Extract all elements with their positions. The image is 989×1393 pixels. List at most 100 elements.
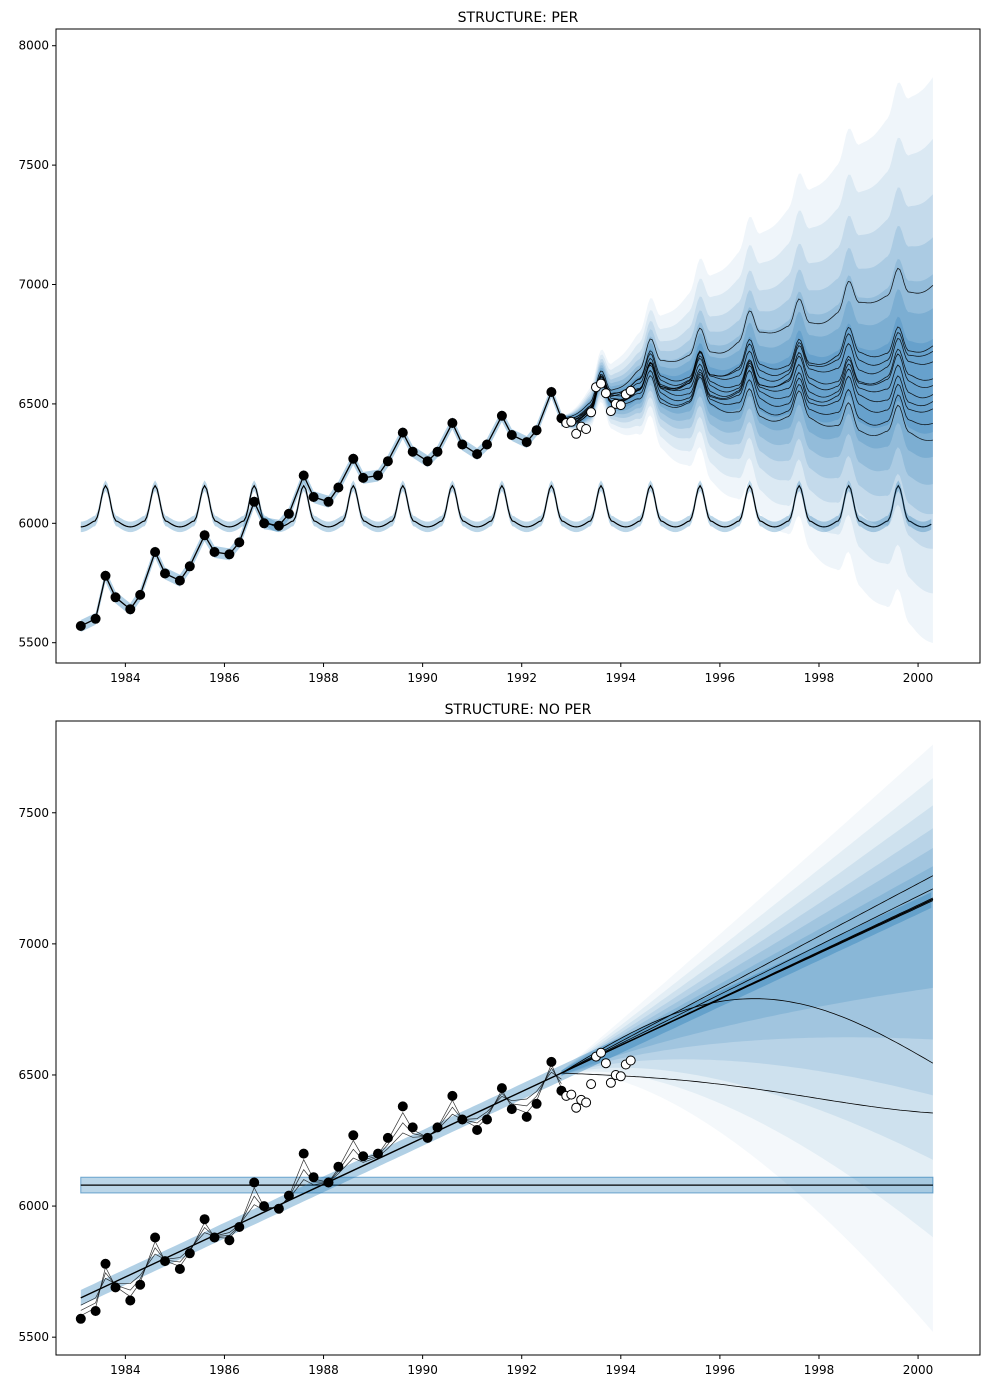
observed-point [298,470,309,481]
observed-point [422,1132,433,1143]
observed-point [521,437,532,448]
observed-point [135,589,146,600]
observed-point [174,1264,185,1274]
observed-point [482,439,492,450]
observed-point [224,549,235,560]
observed-point [199,1214,210,1225]
observed-point [506,430,517,440]
y-tick-label: 6500 [18,1068,49,1082]
observed-point [259,518,270,529]
observed-point [224,1235,235,1246]
observed-point [323,1177,334,1188]
observed-point [407,446,418,457]
y-tick-label: 5500 [18,636,49,650]
observed-point [506,1104,517,1115]
x-tick-label: 1996 [705,1363,736,1377]
observed-point [90,613,101,624]
plot-area [75,744,934,1332]
x-tick-label: 1994 [606,671,637,685]
observed-point [422,456,433,467]
observed-point [382,1132,393,1143]
observed-point [199,530,210,541]
observed-point [160,568,170,579]
x-tick-label: 2000 [903,671,934,685]
observed-point [546,1056,557,1067]
observed-point [432,1122,443,1133]
observed-point [496,410,507,421]
heldout-point [596,1047,606,1058]
y-tick-label: 6000 [18,1199,49,1213]
observed-point [174,575,185,586]
observed-point [333,1161,344,1172]
y-tick-label: 5500 [18,1330,49,1344]
x-tick-label: 1994 [606,1363,637,1377]
heldout-point [566,1089,577,1100]
x-tick-label: 1992 [506,1363,537,1377]
fit-line [80,390,563,627]
heldout-point [605,1077,616,1088]
heldout-point [625,385,636,396]
sample-curve [561,267,934,419]
x-tick-label: 1988 [308,671,339,685]
panel-no-per: STRUCTURE: NO PER 1984 1986 1988 1990 1992 19… [18,702,981,1377]
observed-point [447,1090,458,1101]
x-tick-label: 1988 [308,1363,339,1377]
observed-point [273,1203,284,1214]
forecast-band [561,828,933,1096]
observed-point [457,439,468,450]
observed-point [249,496,260,507]
observed-point [432,446,443,457]
observed-point [110,592,121,603]
observed-point [348,453,359,464]
x-tick-label: 1998 [804,671,835,685]
observed-point [184,561,195,572]
observed-point [209,1232,220,1243]
sample-curve [561,369,933,426]
observed-point [373,1148,383,1159]
fit-line [80,1063,562,1317]
fit-line [80,1071,562,1306]
observed-point [100,1258,111,1269]
observed-point [397,427,408,438]
observed-point [110,1282,121,1293]
y-tick-label: 6000 [18,516,49,530]
heldout-point [571,1102,582,1113]
x-tick-label: 1984 [110,1363,141,1377]
observed-point [382,456,393,467]
heldout-point [596,378,606,389]
forecast-band [561,848,933,1076]
x-tick-label: 2000 [903,1363,934,1377]
chart-title: STRUCTURE: PER [458,10,579,26]
observed-point [482,1114,492,1125]
y-tick-label: 7500 [18,806,49,820]
observed-point [75,621,86,631]
observed-point [298,1148,309,1159]
heldout-point [600,1058,611,1069]
heldout-point [615,1071,626,1082]
observed-point [358,472,369,483]
x-tick-label: 1986 [209,671,240,685]
observed-point [283,508,294,519]
sample-curve [561,888,934,1074]
observed-point [259,1201,270,1212]
forecast-band [561,316,933,434]
observed-point [397,1101,408,1112]
observed-point [273,520,284,531]
observed-point [373,470,383,481]
observed-point [472,449,483,460]
y-tick-label: 7500 [18,158,49,172]
forecast-band [561,744,933,1332]
forecast-band [561,805,933,1160]
sample-curve [561,998,934,1074]
observed-point [234,537,245,548]
observed-point [249,1177,260,1188]
heldout-point [571,428,582,439]
observed-point [333,482,344,493]
observed-point [150,1232,161,1243]
y-tick-label: 6500 [18,397,49,411]
observed-point [125,604,136,615]
forecast-band [561,778,933,1238]
observed-point [100,570,111,581]
observed-point [531,425,542,436]
